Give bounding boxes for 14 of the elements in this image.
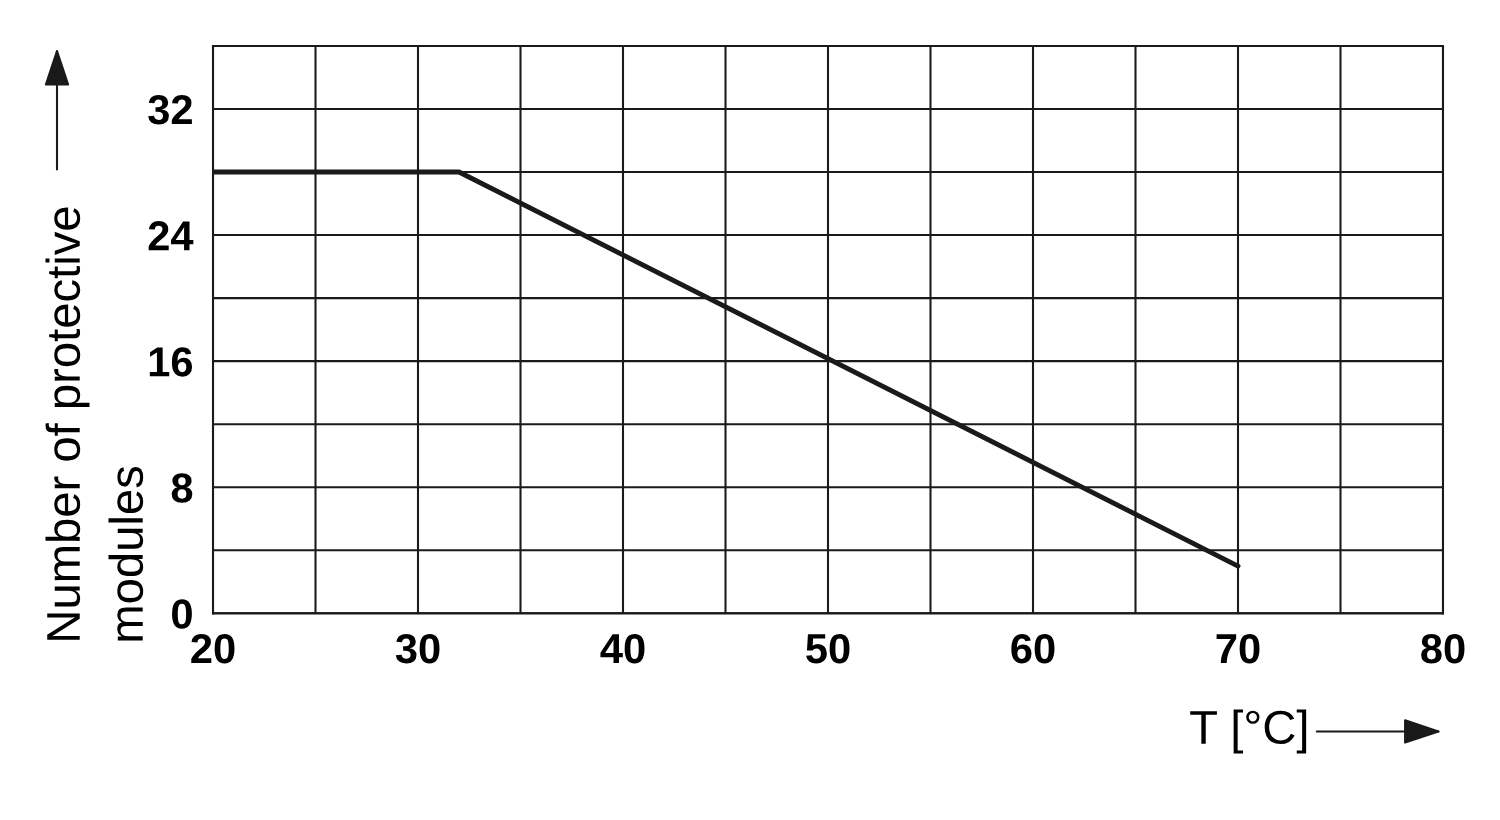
x-tick-label: 80 bbox=[1421, 633, 1465, 664]
x-axis-title: T [°C] bbox=[1190, 709, 1307, 754]
y-tick-label: 32 bbox=[148, 94, 192, 125]
x-tick-label: 40 bbox=[600, 633, 645, 664]
x-tick-label: 60 bbox=[1011, 633, 1055, 664]
y-tick-label: 24 bbox=[148, 221, 194, 251]
x-tick-label: 20 bbox=[191, 633, 235, 664]
x-tick-label: 50 bbox=[806, 633, 850, 664]
y-axis-title: Number of protective modules bbox=[45, 207, 144, 641]
y-tick-label: 0 bbox=[172, 599, 192, 629]
y-tick-label: 16 bbox=[149, 347, 193, 377]
y-tick-label: 8 bbox=[171, 473, 193, 503]
x-tick-label: 70 bbox=[1216, 633, 1260, 664]
x-tick-label: 30 bbox=[395, 633, 440, 664]
